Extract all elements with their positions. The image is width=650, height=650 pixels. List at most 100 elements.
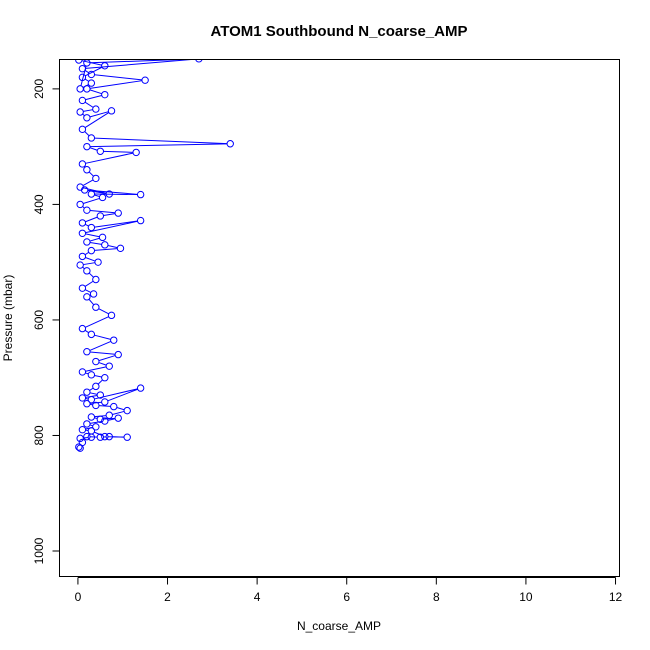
- data-point: [110, 336, 118, 344]
- data-point: [78, 252, 87, 261]
- series-segment: [98, 355, 116, 362]
- series-segment: [97, 379, 103, 385]
- series-segment: [85, 220, 138, 234]
- data-point: [96, 415, 105, 424]
- data-point: [101, 241, 109, 249]
- series-segment: [83, 197, 100, 204]
- data-point: [83, 206, 91, 214]
- series-segment: [90, 351, 116, 355]
- x-tick-label: 10: [519, 590, 533, 604]
- y-axis-label: Pressure (mbar): [1, 275, 15, 362]
- data-point: [98, 193, 107, 202]
- series-segment: [103, 213, 116, 216]
- series-segment: [85, 316, 109, 328]
- series-segment: [112, 410, 125, 415]
- data-point: [83, 420, 91, 428]
- chart-title: ATOM1 Southbound N_coarse_AMP: [211, 23, 468, 40]
- series-segment: [94, 334, 111, 340]
- data-point: [78, 125, 87, 134]
- series-segment: [82, 179, 94, 186]
- data-point: [78, 64, 87, 73]
- data-point: [101, 62, 109, 70]
- data-point: [87, 330, 96, 339]
- y-axis: 200 400 600 800 1000: [32, 79, 60, 564]
- data-point: [105, 411, 113, 419]
- data-point: [83, 400, 91, 408]
- data-point: [78, 229, 87, 237]
- x-tick-label: 0: [75, 590, 82, 604]
- data-point: [96, 433, 105, 441]
- x-tick-label: 8: [433, 590, 440, 604]
- data-point: [83, 238, 91, 246]
- data-point: [78, 368, 87, 376]
- data-point: [87, 246, 96, 255]
- data-point: [92, 423, 100, 431]
- data-point: [96, 212, 105, 220]
- x-tick-label: 4: [254, 590, 261, 604]
- series-segment: [90, 209, 116, 214]
- series-segment: [89, 89, 102, 95]
- x-tick-label: 2: [164, 590, 171, 604]
- series-segment: [89, 340, 112, 351]
- data-point: [101, 398, 109, 406]
- data-point: [96, 147, 105, 155]
- series-segment: [89, 387, 94, 391]
- series-segment: [89, 147, 98, 151]
- data-point: [78, 96, 87, 105]
- data-point: [141, 76, 149, 84]
- series-segment: [94, 137, 228, 145]
- series-segment: [94, 388, 138, 400]
- series-segment: [89, 241, 102, 245]
- series-segment: [89, 80, 143, 89]
- data-point: [101, 90, 109, 99]
- data-point: [76, 85, 84, 93]
- data-point: [83, 166, 91, 174]
- data-point: [110, 402, 118, 411]
- data-point: [83, 267, 91, 275]
- series-segment: [85, 223, 89, 227]
- data-point: [114, 414, 122, 422]
- series-layer: [75, 60, 234, 452]
- y-tick-label: 200: [32, 79, 46, 99]
- series-segment: [81, 60, 102, 66]
- data-point: [92, 105, 100, 113]
- data-point: [78, 284, 87, 292]
- series-segment: [89, 424, 93, 427]
- x-axis-label: N_coarse_AMP: [297, 619, 381, 633]
- data-point: [101, 417, 109, 425]
- data-point: [92, 382, 100, 391]
- data-point: [87, 190, 96, 198]
- series-segment: [88, 171, 94, 177]
- series-segment: [89, 111, 109, 118]
- series-segment: [88, 298, 95, 306]
- data-point: [92, 401, 100, 410]
- data-point: [136, 190, 145, 199]
- data-point: [76, 434, 84, 443]
- series-segment: [94, 220, 138, 228]
- series-segment: [85, 94, 102, 101]
- y-tick-label: 400: [32, 194, 46, 214]
- x-tick-label: 6: [343, 590, 350, 604]
- data-point: [87, 134, 96, 142]
- series-segment: [83, 262, 96, 266]
- series-segment: [89, 237, 100, 242]
- series-segment: [88, 272, 94, 278]
- data-point: [78, 219, 87, 227]
- series-segment: [85, 60, 192, 69]
- series-segment: [116, 407, 125, 411]
- data-point: [87, 223, 96, 232]
- series-segment: [94, 431, 103, 436]
- data-point: [136, 216, 145, 225]
- series-segment: [94, 194, 100, 198]
- data-point: [105, 190, 113, 198]
- data-point: [123, 433, 131, 441]
- data-point: [76, 261, 84, 269]
- series-segment: [107, 245, 118, 249]
- series-segment: [107, 388, 138, 402]
- series-segment: [83, 187, 107, 194]
- data-point: [114, 350, 122, 359]
- series-segment: [107, 418, 116, 421]
- series-segment: [84, 69, 89, 74]
- series-segment: [94, 74, 142, 81]
